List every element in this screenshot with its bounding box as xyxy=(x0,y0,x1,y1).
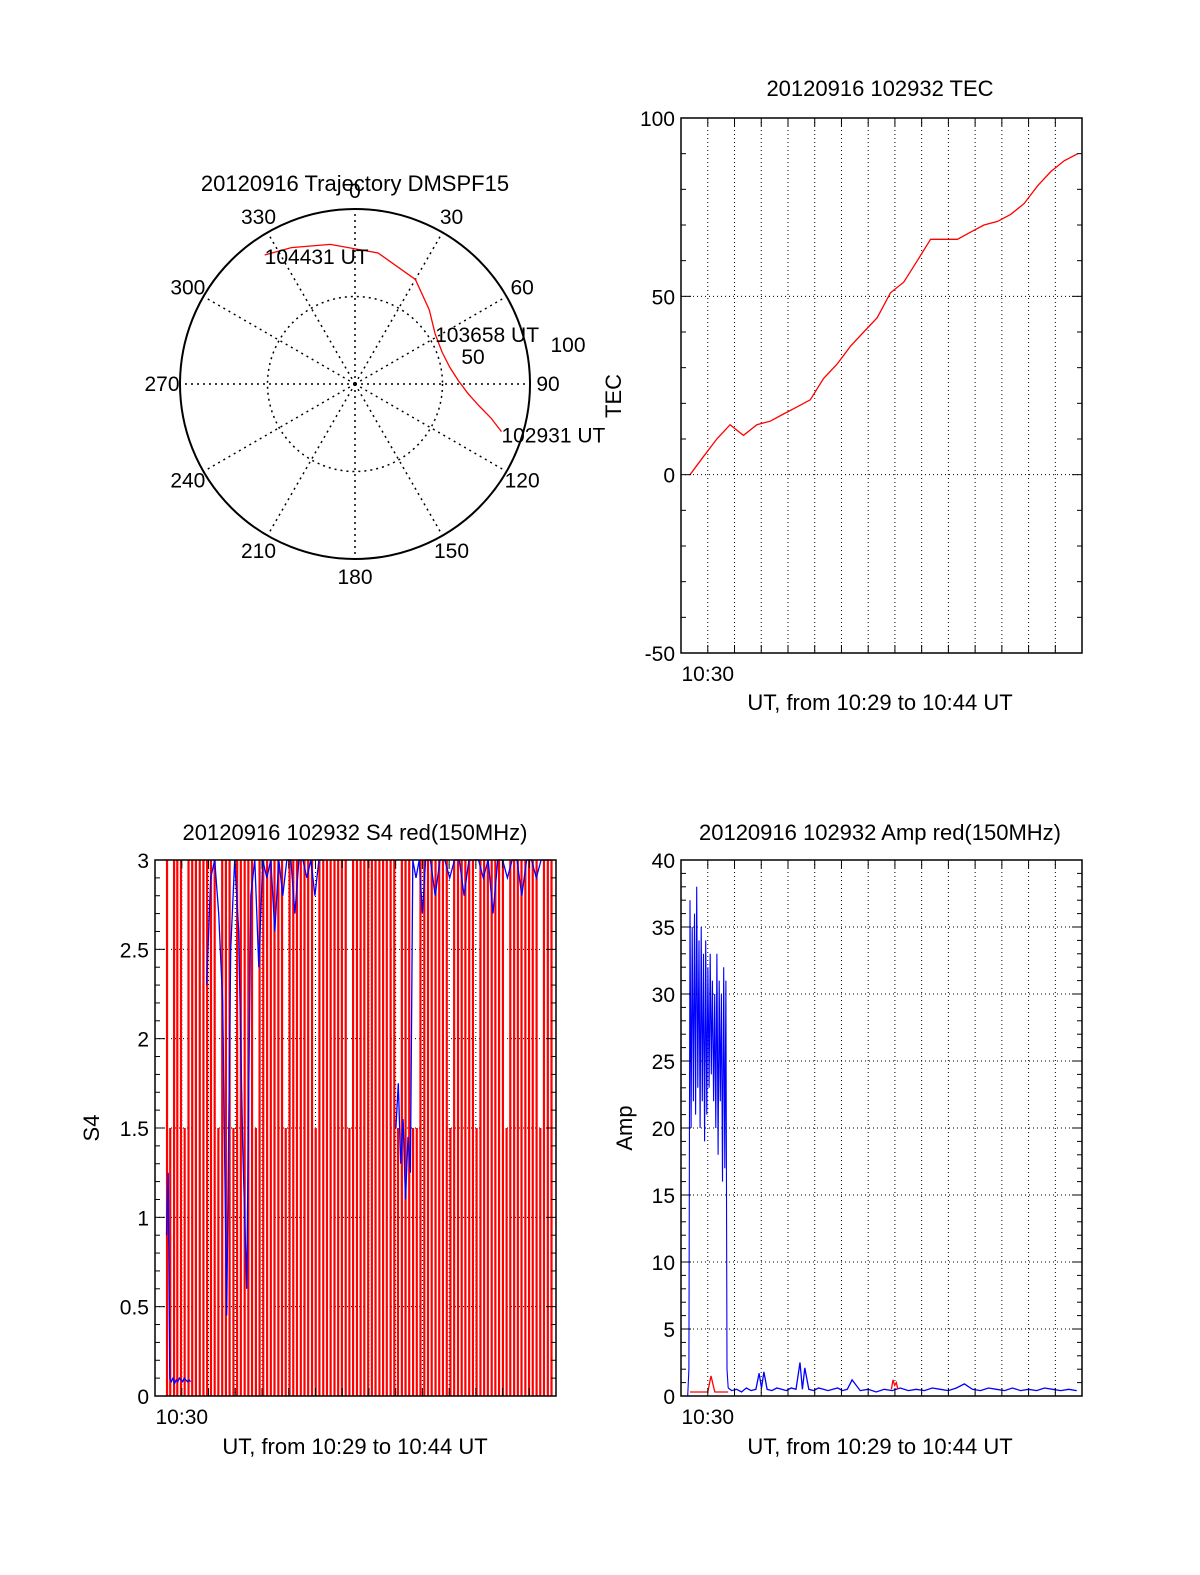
polar-radius-labels: 50 100 xyxy=(461,334,585,369)
tec-title: 20120916 102932 TEC xyxy=(766,76,993,101)
polar-angle-label: 60 xyxy=(510,277,533,300)
y-tick-label: 100 xyxy=(640,108,675,131)
tec-series-red xyxy=(689,153,1079,476)
trajectory-panel: 20120916 Trajectory DMSPF15 0 30 60 90 120 15… xyxy=(144,171,605,589)
polar-spoke xyxy=(203,383,356,473)
amp-series-blue xyxy=(687,886,729,1397)
y-tick-label: 3 xyxy=(137,850,149,873)
y-tick-label: 40 xyxy=(652,850,675,873)
tec-grid xyxy=(681,118,1082,653)
polar-radius-label: 100 xyxy=(550,334,585,357)
polar-spoke xyxy=(354,383,507,473)
polar-spoke xyxy=(203,295,356,385)
polar-spoke xyxy=(266,232,356,385)
s4-series-blue xyxy=(165,1172,192,1386)
y-tick-label: 5 xyxy=(663,1319,675,1342)
polar-angle-label: 180 xyxy=(337,566,372,589)
s4-series-blue xyxy=(395,859,551,1200)
polar-angle-label: 270 xyxy=(144,373,179,396)
y-tick-label: 15 xyxy=(652,1185,675,1208)
polar-spokes xyxy=(180,209,530,559)
trajectory-title: 20120916 Trajectory DMSPF15 xyxy=(201,171,509,196)
amp-series-red xyxy=(890,1379,899,1390)
y-tick-label: 20 xyxy=(652,1118,675,1141)
amp-panel: 20120916 102932 Amp red(150MHz) 0 5 10 15 20… xyxy=(612,820,1083,1459)
s4-ticks: 0 0.5 1 1.5 2 2.5 3 10:30 xyxy=(120,850,556,1429)
trajectory-annotation: 103658 UT xyxy=(435,324,539,347)
y-tick-label: 0 xyxy=(663,1386,675,1409)
tec-xlabel: UT, from 10:29 to 10:44 UT xyxy=(747,690,1012,715)
s4-series-blue xyxy=(205,859,323,1316)
s4-panel: 20120916 102932 S4 red(150MHz) 0 0.5 1 1.5 2… xyxy=(79,820,557,1459)
polar-radius-label: 50 xyxy=(461,346,484,369)
polar-angle-label: 150 xyxy=(434,540,469,563)
s4-xlabel: UT, from 10:29 to 10:44 UT xyxy=(222,1434,487,1459)
polar-spoke xyxy=(354,232,444,385)
trajectory-annotation: 104431 UT xyxy=(265,246,369,269)
polar-spoke xyxy=(354,383,444,536)
amp-series-blue xyxy=(727,1362,1077,1393)
x-tick-label: 10:30 xyxy=(156,1406,209,1429)
amp-series-red xyxy=(690,1375,729,1393)
polar-angle-label: 300 xyxy=(170,277,205,300)
trajectory-annotations: 104431 UT 103658 UT 102931 UT xyxy=(265,246,606,448)
y-tick-label: -50 xyxy=(645,643,675,666)
amp-grid xyxy=(681,860,1082,1396)
polar-angle-label: 0 xyxy=(349,180,361,203)
y-tick-label: 30 xyxy=(652,984,675,1007)
amp-ticks: 0 5 10 15 20 25 30 35 40 10:30 xyxy=(652,850,1082,1429)
y-tick-label: 2.5 xyxy=(120,939,149,962)
tec-ticks: -50 0 50 100 10:30 xyxy=(640,108,1082,686)
amp-xlabel: UT, from 10:29 to 10:44 UT xyxy=(747,1434,1012,1459)
tec-ylabel: TEC xyxy=(601,374,626,418)
y-tick-label: 2 xyxy=(137,1029,149,1052)
s4-series xyxy=(165,859,553,1396)
tec-frame xyxy=(680,117,1083,654)
polar-angle-label: 90 xyxy=(536,373,559,396)
polar-angle-label: 240 xyxy=(170,470,205,493)
polar-inner-circle xyxy=(266,295,444,473)
trajectory-track xyxy=(264,243,502,432)
y-tick-label: 35 xyxy=(652,917,675,940)
polar-angle-label: 120 xyxy=(505,470,540,493)
y-tick-label: 10 xyxy=(652,1252,675,1275)
y-tick-label: 1 xyxy=(137,1207,149,1230)
tec-panel: 20120916 102932 TEC -50 0 50 100 10:30 TEC U… xyxy=(601,76,1083,715)
tec-series xyxy=(689,153,1079,476)
polar-angle-label: 30 xyxy=(440,206,463,229)
y-tick-label: 0 xyxy=(663,465,675,488)
amp-series xyxy=(687,886,1077,1397)
x-tick-label: 10:30 xyxy=(682,663,735,686)
y-tick-label: 25 xyxy=(652,1051,675,1074)
x-tick-label: 10:30 xyxy=(682,1406,735,1429)
amp-ylabel: Amp xyxy=(612,1105,637,1150)
s4-title: 20120916 102932 S4 red(150MHz) xyxy=(183,820,528,845)
y-tick-label: 50 xyxy=(652,286,675,309)
s4-ylabel: S4 xyxy=(79,1115,104,1142)
y-tick-label: 0 xyxy=(137,1386,149,1409)
polar-angle-label: 210 xyxy=(241,540,276,563)
polar-spoke xyxy=(354,295,507,385)
polar-angle-label: 330 xyxy=(241,206,276,229)
y-tick-label: 1.5 xyxy=(120,1118,149,1141)
y-tick-label: 0.5 xyxy=(120,1297,149,1320)
trajectory-annotation: 102931 UT xyxy=(501,425,605,448)
polar-angle-labels: 0 30 60 90 120 150 180 210 240 270 300 330 xyxy=(144,180,559,589)
polar-spoke xyxy=(266,383,356,536)
amp-title: 20120916 102932 Amp red(150MHz) xyxy=(699,820,1061,845)
